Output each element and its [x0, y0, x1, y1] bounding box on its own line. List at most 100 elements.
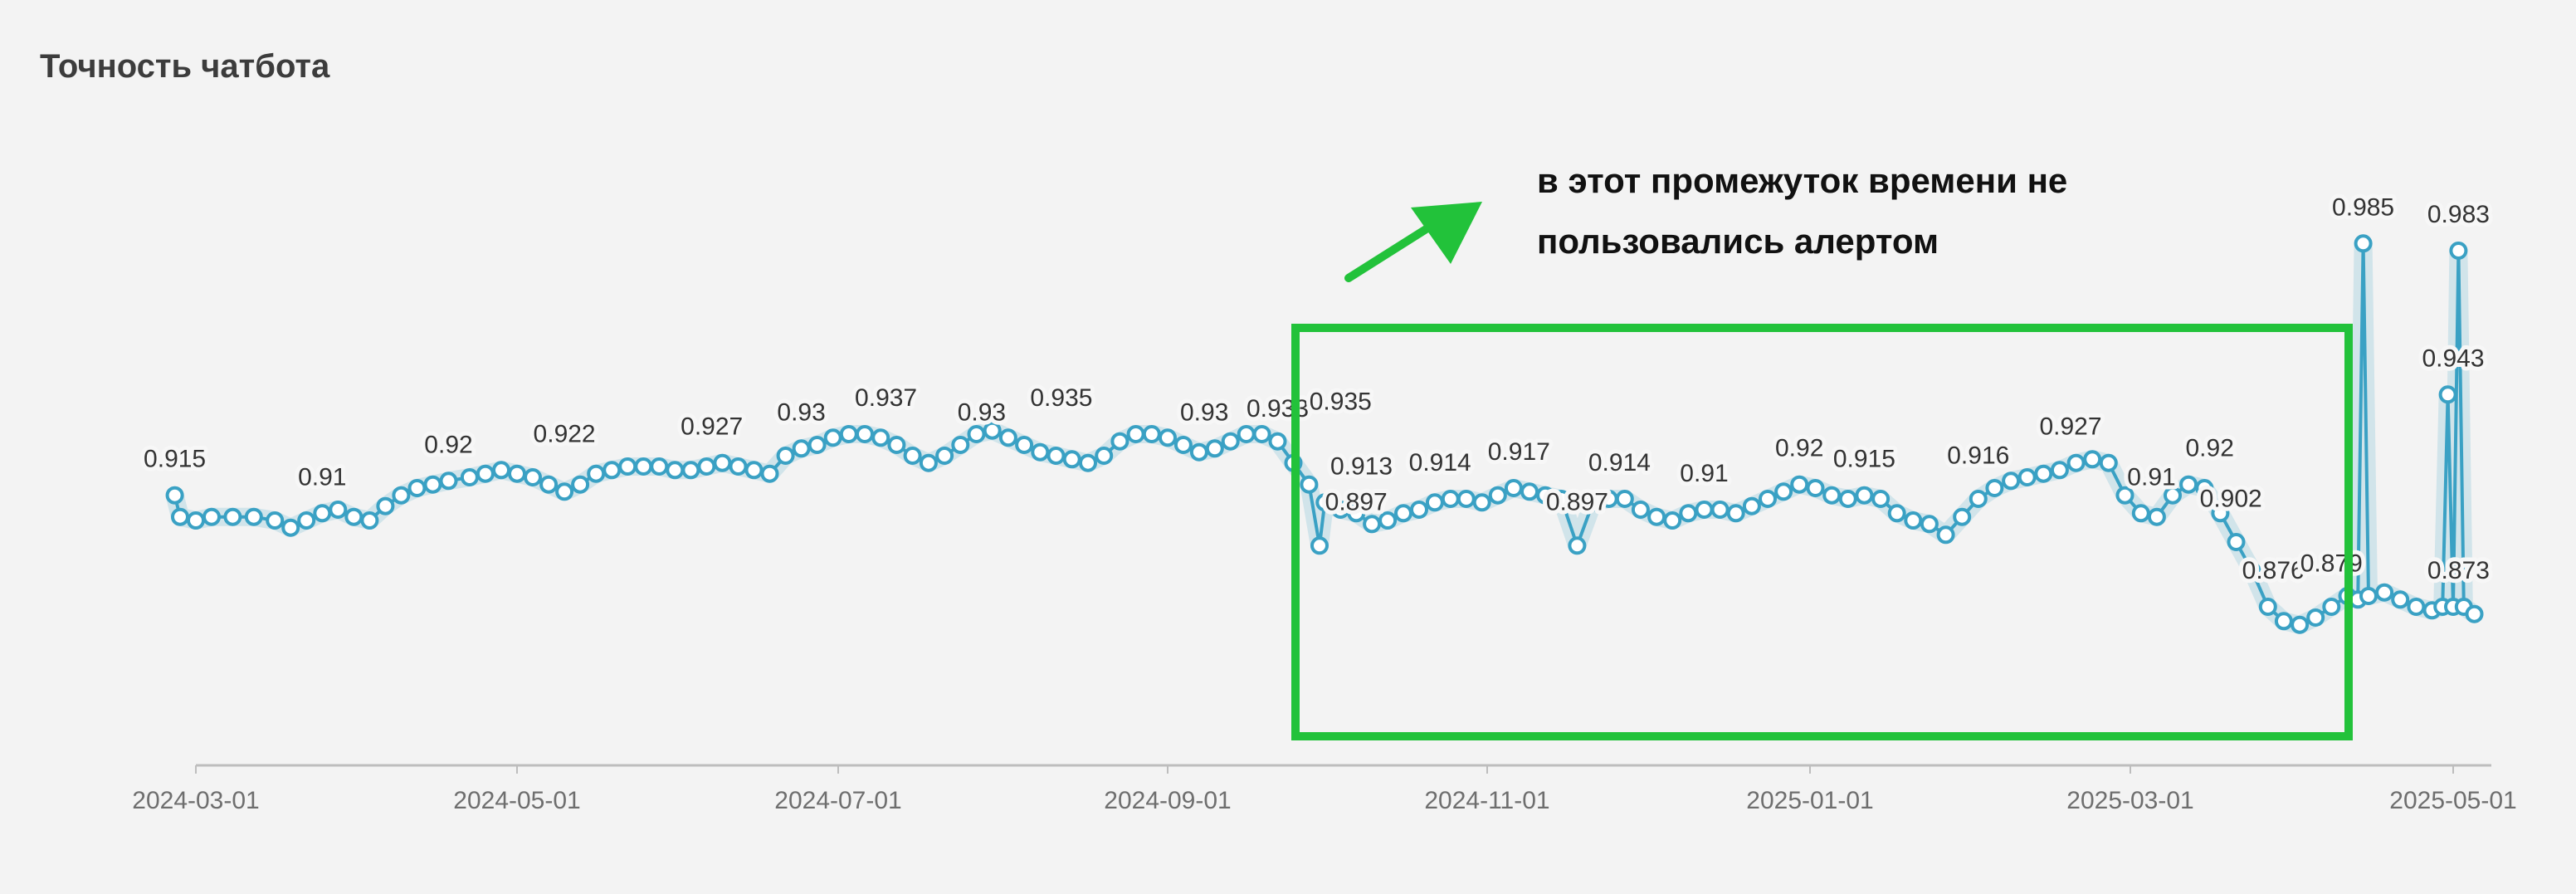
data-point[interactable]: [967, 425, 986, 443]
data-point[interactable]: [603, 461, 622, 480]
data-point[interactable]: [1363, 515, 1382, 534]
data-point[interactable]: [1189, 442, 1208, 462]
data-point[interactable]: [1110, 432, 1129, 451]
data-point[interactable]: [223, 507, 242, 526]
data-point[interactable]: [1855, 486, 1874, 505]
data-point[interactable]: [650, 457, 669, 476]
data-point[interactable]: [171, 507, 189, 526]
data-point[interactable]: [1237, 425, 1256, 443]
data-point[interactable]: [2322, 598, 2341, 616]
data-point[interactable]: [2391, 590, 2410, 609]
data-point[interactable]: [1126, 425, 1145, 443]
data-point[interactable]: [1920, 515, 1939, 534]
data-point[interactable]: [1310, 536, 1329, 555]
data-point[interactable]: [1806, 479, 1825, 497]
data-point[interactable]: [329, 501, 348, 519]
data-point[interactable]: [2034, 464, 2053, 483]
data-point[interactable]: [571, 475, 590, 494]
data-point[interactable]: [1520, 482, 1539, 501]
data-point[interactable]: [360, 511, 379, 530]
data-point[interactable]: [1205, 439, 1224, 458]
data-point[interactable]: [681, 461, 700, 480]
data-point[interactable]: [744, 461, 764, 480]
data-point[interactable]: [1552, 490, 1571, 508]
data-point[interactable]: [2002, 471, 2021, 491]
data-point[interactable]: [2227, 533, 2246, 551]
data-point[interactable]: [2147, 507, 2166, 526]
data-point[interactable]: [2211, 504, 2230, 523]
data-point[interactable]: [2274, 612, 2293, 631]
data-point[interactable]: [760, 464, 779, 483]
data-point[interactable]: [1647, 507, 1666, 526]
data-point[interactable]: [1315, 493, 1334, 512]
data-point[interactable]: [1663, 511, 1682, 530]
data-point[interactable]: [2359, 587, 2378, 605]
data-point[interactable]: [2179, 475, 2198, 494]
data-point[interactable]: [1252, 425, 1271, 443]
data-point[interactable]: [2465, 604, 2484, 623]
data-point[interactable]: [2066, 453, 2086, 472]
data-point[interactable]: [2291, 615, 2310, 634]
data-point[interactable]: [1079, 453, 1097, 472]
data-point[interactable]: [407, 479, 427, 497]
data-point[interactable]: [1031, 442, 1050, 462]
data-point[interactable]: [281, 518, 300, 537]
data-point[interactable]: [776, 447, 795, 465]
data-point[interactable]: [2354, 234, 2373, 253]
data-point[interactable]: [2017, 468, 2037, 486]
data-point[interactable]: [1887, 504, 1906, 523]
data-point[interactable]: [887, 436, 906, 454]
data-point[interactable]: [266, 511, 285, 530]
data-point[interactable]: [823, 428, 842, 447]
data-point[interactable]: [2195, 479, 2214, 497]
data-point[interactable]: [807, 436, 827, 454]
data-point[interactable]: [2438, 385, 2457, 404]
data-point[interactable]: [1615, 490, 1634, 508]
data-point[interactable]: [903, 447, 922, 465]
data-point[interactable]: [2375, 583, 2394, 602]
data-point[interactable]: [935, 447, 954, 465]
data-point[interactable]: [998, 428, 1017, 447]
data-point[interactable]: [1871, 490, 1891, 508]
data-point[interactable]: [2050, 461, 2069, 480]
data-point[interactable]: [1504, 479, 1523, 497]
data-point[interactable]: [1726, 504, 1745, 523]
data-point[interactable]: [1173, 436, 1193, 454]
data-point[interactable]: [587, 464, 606, 483]
data-point[interactable]: [202, 507, 221, 526]
data-point[interactable]: [392, 486, 411, 505]
data-point[interactable]: [1488, 486, 1507, 505]
data-point[interactable]: [919, 453, 938, 472]
data-point[interactable]: [460, 468, 479, 486]
data-point[interactable]: [856, 425, 874, 443]
data-point[interactable]: [1046, 447, 1066, 465]
data-point[interactable]: [1953, 507, 1972, 526]
data-point[interactable]: [1904, 511, 1923, 530]
data-point[interactable]: [2115, 486, 2134, 505]
data-point[interactable]: [539, 475, 559, 494]
data-point[interactable]: [1742, 496, 1761, 515]
data-point[interactable]: [1095, 447, 1114, 465]
data-point[interactable]: [2131, 504, 2150, 523]
data-point[interactable]: [1568, 536, 1587, 555]
data-point[interactable]: [1985, 479, 2004, 497]
data-point[interactable]: [2099, 453, 2118, 472]
data-point[interactable]: [439, 471, 458, 491]
data-point[interactable]: [729, 457, 748, 476]
data-point[interactable]: [792, 439, 811, 458]
data-point[interactable]: [1394, 504, 1412, 523]
data-point[interactable]: [313, 504, 332, 523]
data-point[interactable]: [1759, 490, 1777, 508]
data-point[interactable]: [1142, 425, 1161, 443]
data-point[interactable]: [1425, 493, 1444, 512]
data-point[interactable]: [1695, 501, 1714, 519]
data-point[interactable]: [1472, 493, 1491, 512]
data-point[interactable]: [1456, 490, 1476, 508]
data-point[interactable]: [1300, 475, 1319, 494]
data-point[interactable]: [1441, 490, 1460, 508]
data-point[interactable]: [2407, 598, 2426, 616]
data-point[interactable]: [376, 496, 395, 515]
data-point[interactable]: [1015, 436, 1034, 454]
data-point[interactable]: [555, 482, 574, 501]
data-point[interactable]: [1774, 482, 1793, 501]
